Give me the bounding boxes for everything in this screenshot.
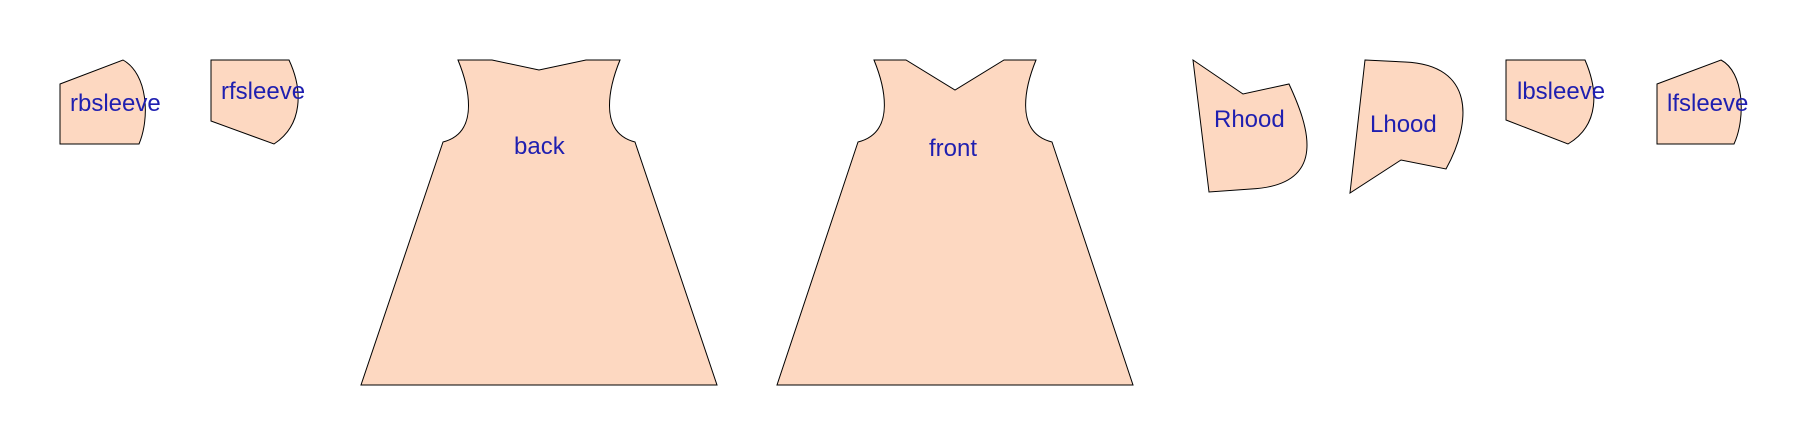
pattern-piece-lhood[interactable]: Lhood bbox=[1349, 59, 1464, 194]
lbsleeve-shape bbox=[1505, 59, 1595, 145]
front-shape bbox=[776, 59, 1134, 386]
pattern-piece-rfsleeve[interactable]: rfsleeve bbox=[210, 59, 305, 145]
rbsleeve-label: rbsleeve bbox=[70, 90, 161, 117]
rhood-shape bbox=[1192, 58, 1308, 193]
back-shape bbox=[360, 59, 718, 386]
rfsleeve-label: rfsleeve bbox=[221, 78, 305, 105]
pattern-piece-rbsleeve[interactable]: rbsleeve bbox=[59, 59, 161, 145]
pattern-piece-lbsleeve[interactable]: lbsleeve bbox=[1505, 59, 1605, 145]
lbsleeve-label: lbsleeve bbox=[1517, 78, 1605, 105]
pattern-piece-lfsleeve[interactable]: lfsleeve bbox=[1656, 59, 1748, 145]
lfsleeve-shape bbox=[1656, 59, 1742, 145]
lhood-shape bbox=[1349, 59, 1464, 194]
pattern-piece-rhood[interactable]: Rhood bbox=[1192, 58, 1308, 193]
front-label: front bbox=[929, 135, 977, 162]
lfsleeve-label: lfsleeve bbox=[1667, 90, 1748, 117]
lhood-label: Lhood bbox=[1370, 111, 1437, 138]
pattern-piece-front[interactable]: front bbox=[776, 59, 1134, 386]
rfsleeve-shape bbox=[210, 59, 299, 145]
rbsleeve-shape bbox=[59, 59, 146, 145]
rhood-label: Rhood bbox=[1214, 106, 1285, 133]
back-label: back bbox=[514, 133, 566, 160]
pattern-piece-back[interactable]: back bbox=[360, 59, 718, 386]
